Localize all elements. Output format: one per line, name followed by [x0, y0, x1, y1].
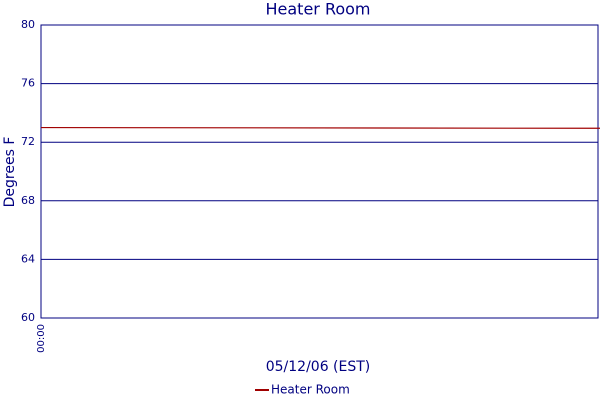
- chart-title: Heater Room: [265, 0, 370, 19]
- y-tick-label: 80: [21, 18, 35, 31]
- y-tick-label: 76: [21, 77, 35, 90]
- y-tick-label: 72: [21, 135, 35, 148]
- legend-label: Heater Room: [271, 383, 350, 397]
- y-tick-label: 60: [21, 311, 35, 324]
- y-tick-label: 64: [21, 252, 35, 265]
- x-tick-label: 00:00: [36, 324, 47, 353]
- plot-area: [40, 24, 599, 319]
- y-tick-label: 68: [21, 194, 35, 207]
- x-axis-label: 05/12/06 (EST): [266, 359, 371, 375]
- y-axis-label: Degrees F: [2, 137, 18, 208]
